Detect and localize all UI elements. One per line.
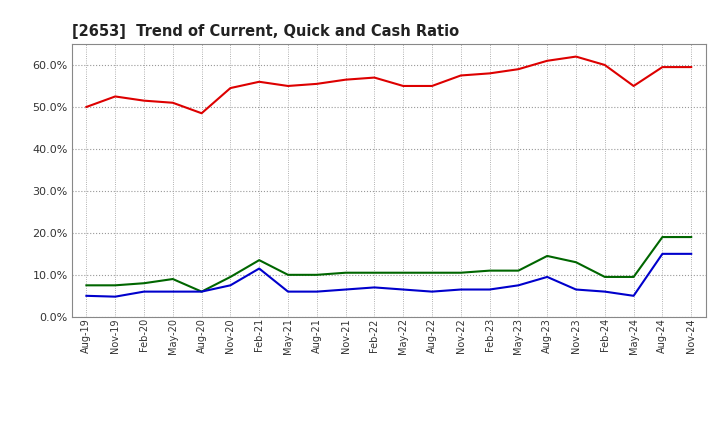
Current Ratio [572, 54, 580, 59]
Line: Current Ratio: Current Ratio [86, 57, 691, 113]
Current Ratio [600, 62, 609, 68]
Quick Ratio [687, 235, 696, 240]
Cash Ratio [629, 293, 638, 298]
Cash Ratio [687, 251, 696, 257]
Current Ratio [456, 73, 465, 78]
Current Ratio [284, 83, 292, 88]
Current Ratio [168, 100, 177, 106]
Current Ratio [197, 110, 206, 116]
Quick Ratio [485, 268, 494, 273]
Current Ratio [428, 83, 436, 88]
Current Ratio [687, 64, 696, 70]
Quick Ratio [111, 282, 120, 288]
Quick Ratio [255, 257, 264, 263]
Cash Ratio [543, 274, 552, 279]
Current Ratio [111, 94, 120, 99]
Cash Ratio [140, 289, 148, 294]
Quick Ratio [456, 270, 465, 275]
Cash Ratio [514, 282, 523, 288]
Current Ratio [140, 98, 148, 103]
Current Ratio [658, 64, 667, 70]
Quick Ratio [399, 270, 408, 275]
Cash Ratio [485, 287, 494, 292]
Cash Ratio [572, 287, 580, 292]
Quick Ratio [658, 235, 667, 240]
Current Ratio [543, 58, 552, 63]
Quick Ratio [514, 268, 523, 273]
Quick Ratio [226, 274, 235, 279]
Cash Ratio [284, 289, 292, 294]
Quick Ratio [370, 270, 379, 275]
Current Ratio [341, 77, 350, 82]
Cash Ratio [226, 282, 235, 288]
Cash Ratio [658, 251, 667, 257]
Quick Ratio [341, 270, 350, 275]
Current Ratio [485, 71, 494, 76]
Current Ratio [255, 79, 264, 84]
Quick Ratio [168, 276, 177, 282]
Line: Quick Ratio: Quick Ratio [86, 237, 691, 292]
Current Ratio [226, 85, 235, 91]
Quick Ratio [82, 282, 91, 288]
Current Ratio [82, 104, 91, 110]
Cash Ratio [111, 294, 120, 299]
Quick Ratio [543, 253, 552, 259]
Cash Ratio [370, 285, 379, 290]
Cash Ratio [456, 287, 465, 292]
Quick Ratio [600, 274, 609, 279]
Quick Ratio [197, 289, 206, 294]
Cash Ratio [341, 287, 350, 292]
Cash Ratio [312, 289, 321, 294]
Quick Ratio [428, 270, 436, 275]
Cash Ratio [197, 289, 206, 294]
Cash Ratio [428, 289, 436, 294]
Quick Ratio [284, 272, 292, 278]
Text: [2653]  Trend of Current, Quick and Cash Ratio: [2653] Trend of Current, Quick and Cash … [72, 24, 459, 39]
Quick Ratio [312, 272, 321, 278]
Cash Ratio [168, 289, 177, 294]
Current Ratio [312, 81, 321, 87]
Line: Cash Ratio: Cash Ratio [86, 254, 691, 297]
Cash Ratio [399, 287, 408, 292]
Quick Ratio [629, 274, 638, 279]
Cash Ratio [82, 293, 91, 298]
Cash Ratio [600, 289, 609, 294]
Current Ratio [629, 83, 638, 88]
Current Ratio [514, 66, 523, 72]
Quick Ratio [140, 281, 148, 286]
Cash Ratio [255, 266, 264, 271]
Current Ratio [399, 83, 408, 88]
Current Ratio [370, 75, 379, 80]
Quick Ratio [572, 260, 580, 265]
